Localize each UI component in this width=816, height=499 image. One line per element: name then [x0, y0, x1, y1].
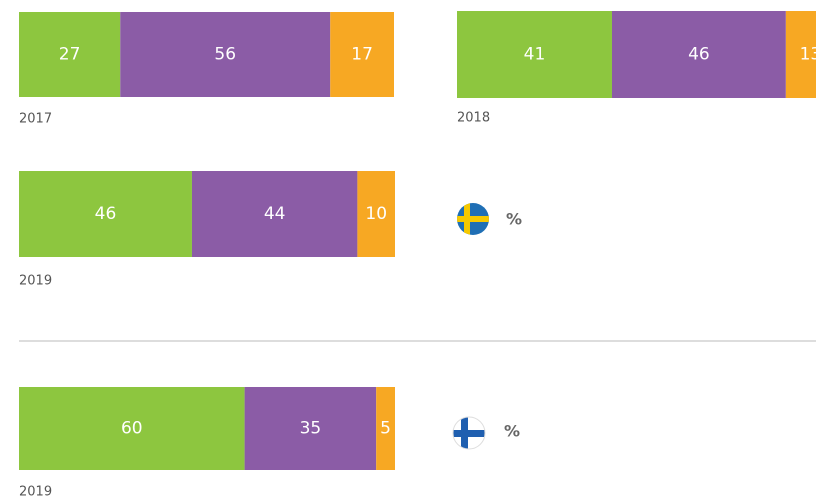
unit-label: % [506, 210, 522, 229]
bar-segment [19, 387, 245, 470]
bar-segment [19, 171, 192, 257]
bar-segment [376, 387, 395, 470]
value-label: 46 [95, 204, 117, 224]
flag-finland [452, 416, 486, 450]
value-label: 10 [365, 204, 387, 224]
value-label: 44 [264, 204, 286, 224]
bar-segment [611, 11, 786, 98]
bar-segment [120, 12, 331, 97]
bar-segment [785, 11, 816, 98]
value-label: 41 [524, 45, 546, 65]
value-label: 5 [380, 419, 391, 439]
bar-segment [457, 11, 612, 98]
year-label: 2018 [457, 111, 490, 126]
value-label: 60 [121, 419, 143, 439]
flag-sweden [457, 203, 489, 235]
value-label: 46 [688, 45, 710, 65]
value-label: 35 [300, 419, 322, 439]
value-label: 17 [351, 45, 373, 65]
bar-segment [244, 387, 377, 470]
bar-segment [330, 12, 394, 97]
year-label: 2017 [19, 112, 52, 127]
bar-segment [357, 171, 395, 257]
year-label: 2019 [19, 485, 52, 499]
value-label: 27 [59, 45, 81, 65]
value-label: 13 [800, 45, 816, 65]
unit-label: % [504, 422, 520, 441]
value-label: 56 [214, 45, 236, 65]
bar-segment [19, 12, 121, 97]
bar-segment [191, 171, 358, 257]
year-label: 2019 [19, 274, 52, 289]
